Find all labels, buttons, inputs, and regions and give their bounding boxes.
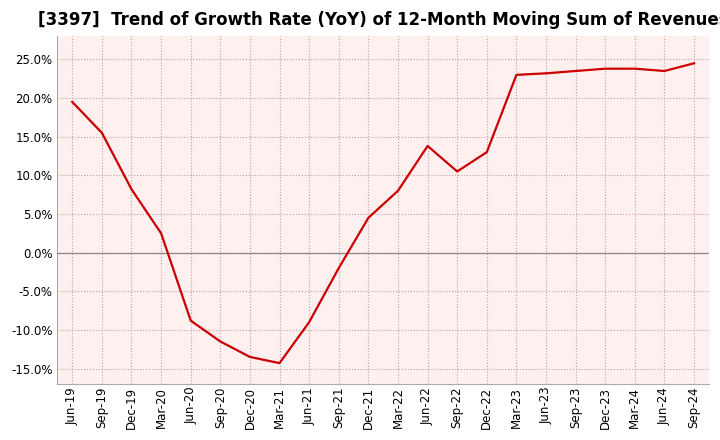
Title: [3397]  Trend of Growth Rate (YoY) of 12-Month Moving Sum of Revenues: [3397] Trend of Growth Rate (YoY) of 12-… (38, 11, 720, 29)
